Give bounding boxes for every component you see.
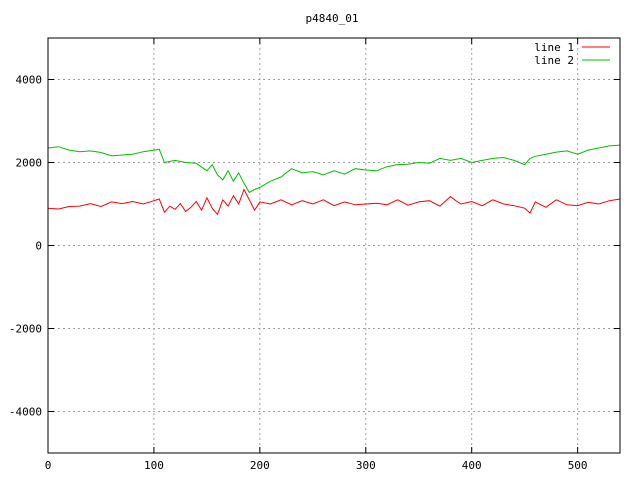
y-tick-label: 0 [35, 240, 42, 253]
series-line-2 [47, 144, 621, 194]
y-tick-label: -2000 [9, 323, 42, 336]
x-tick-label: 500 [568, 459, 588, 472]
series-line-1 [47, 188, 621, 216]
x-tick-label: 300 [356, 459, 376, 472]
y-tick-label: 4000 [16, 74, 43, 87]
chart-title: p4840_01 [306, 12, 359, 25]
x-tick-label: 0 [45, 459, 52, 472]
grid [48, 38, 620, 453]
x-tick-label: 400 [462, 459, 482, 472]
legend-label: line 2 [534, 54, 574, 67]
x-tick-label: 200 [250, 459, 270, 472]
axis-ticks: 0 100 200 300 400 500 -4000 -2000 0 2000 4000 [9, 38, 620, 472]
series-layer [47, 144, 621, 216]
legend-label: line 1 [534, 41, 574, 54]
x-tick-label: 100 [144, 459, 164, 472]
y-tick-label: -4000 [9, 406, 42, 419]
y-tick-label: 2000 [16, 157, 43, 170]
